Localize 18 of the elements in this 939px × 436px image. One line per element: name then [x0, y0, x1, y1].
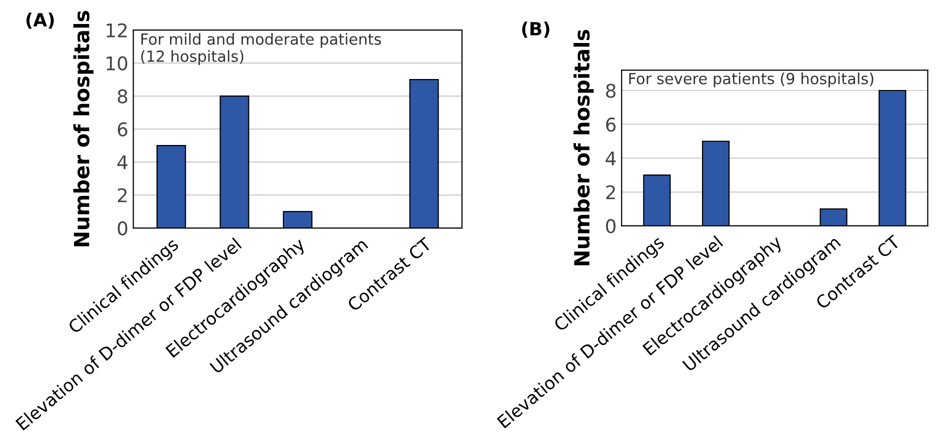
y-tick-label: 8	[606, 84, 616, 98]
y-tick-label: 10	[106, 56, 128, 70]
annotation: For mild and moderate patients (12 hospitals)	[141, 33, 381, 65]
y-tick-label: 0	[118, 221, 128, 236]
y-tick-label: 4	[606, 152, 616, 166]
y-tick-label: 6	[606, 118, 616, 132]
y-axis-title: Number of hospitals	[73, 10, 94, 246]
y-tick-label: 2	[118, 188, 127, 202]
annotation: For severe patients (9 hospitals)	[629, 72, 874, 88]
y-axis-title: Number of hospitals	[574, 30, 594, 266]
y-tick-label: 8	[118, 89, 128, 104]
y-tick-label: 2	[606, 185, 615, 200]
chart-title: (B)	[522, 22, 550, 38]
y-tick-label: 12	[106, 23, 127, 38]
y-tick-label: 4	[117, 156, 128, 170]
chart-title: (A)	[26, 12, 54, 29]
y-tick-label: 6	[118, 122, 128, 136]
y-tick-label: 0	[606, 219, 616, 234]
